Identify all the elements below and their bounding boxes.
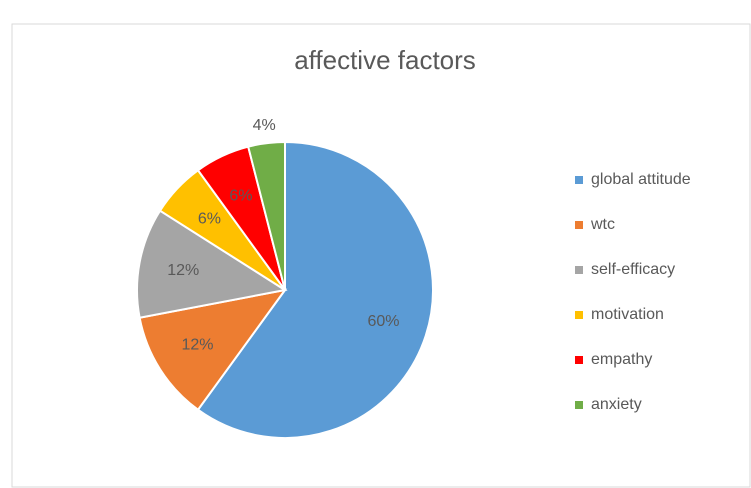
legend-swatch [575, 266, 583, 274]
data-label: 12% [167, 262, 199, 279]
chart: affective factors 60% 12% 12% 6% 6% 4% global … [0, 0, 751, 488]
chart-title: affective factors [294, 45, 476, 75]
legend-label: anxiety [591, 396, 642, 413]
data-label: 6% [229, 187, 252, 204]
legend-swatch [575, 176, 583, 184]
data-label: 6% [198, 210, 221, 227]
legend-swatch [575, 311, 583, 319]
legend-label: motivation [591, 306, 664, 323]
legend-label: self-efficacy [591, 261, 675, 278]
legend-swatch [575, 221, 583, 229]
legend-label: wtc [590, 216, 615, 233]
legend-label: global attitude [591, 171, 691, 188]
legend-swatch [575, 401, 583, 409]
data-label: 4% [253, 117, 276, 134]
legend-swatch [575, 356, 583, 364]
legend-label: empathy [591, 351, 652, 368]
data-label: 60% [368, 313, 400, 330]
data-label: 12% [182, 337, 214, 354]
